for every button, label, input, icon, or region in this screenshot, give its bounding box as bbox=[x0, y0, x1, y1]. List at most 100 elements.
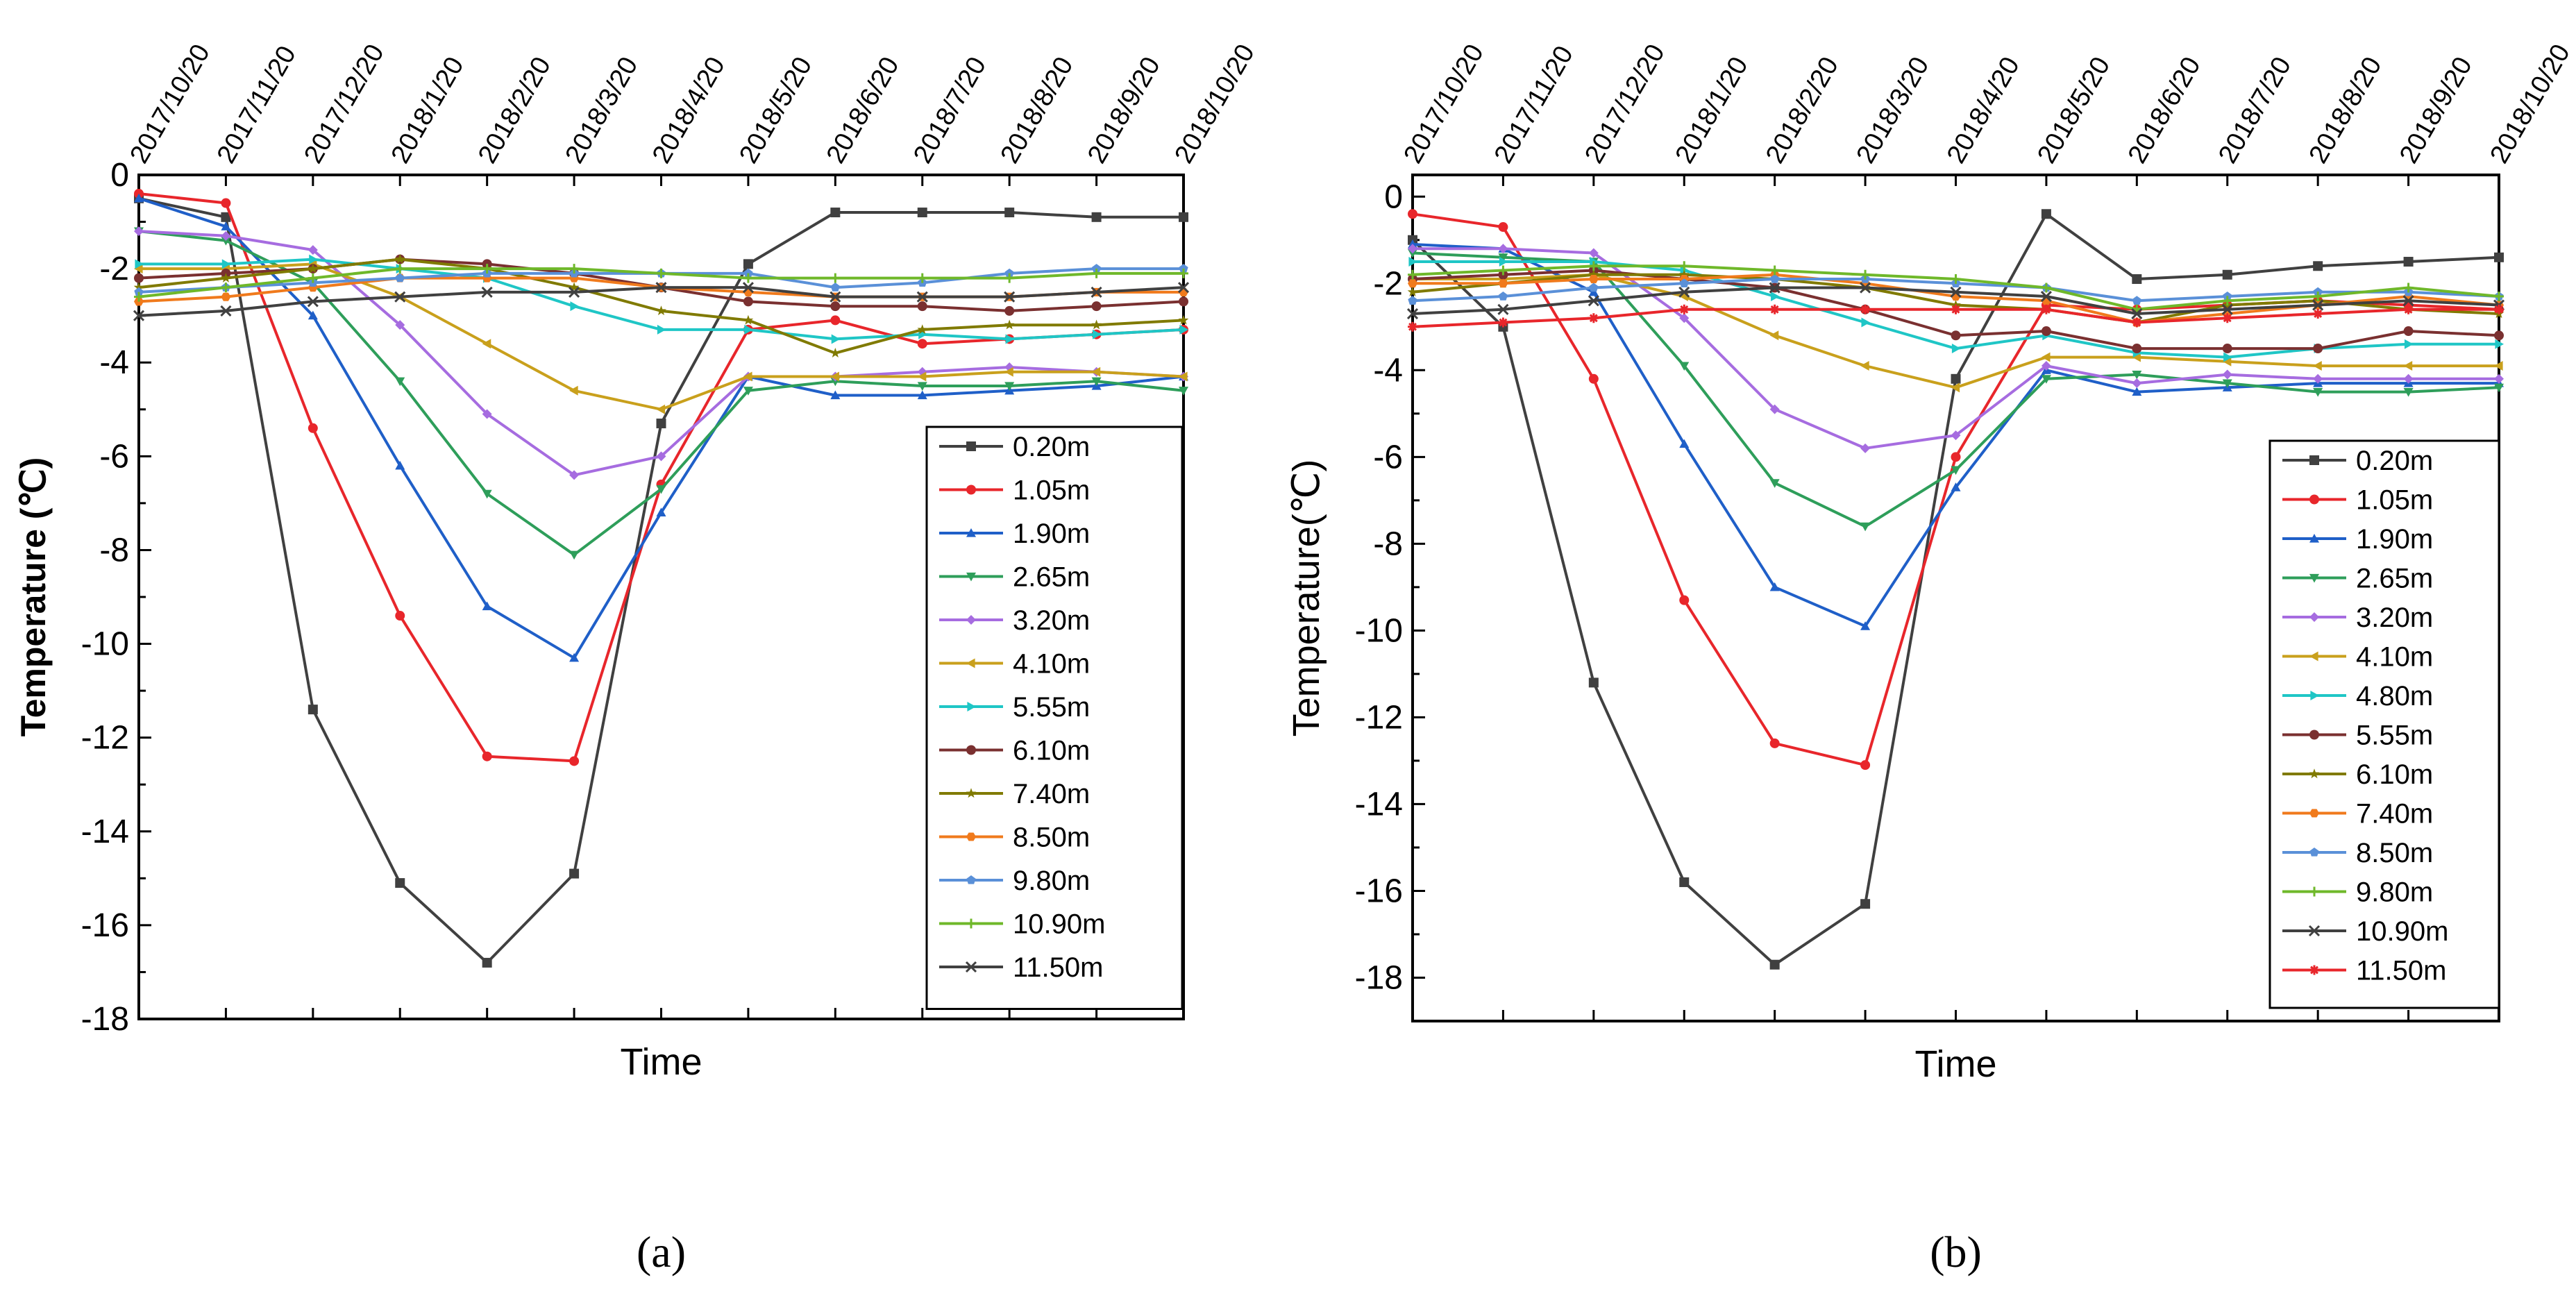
data-point bbox=[1004, 268, 1014, 278]
data-point bbox=[1860, 621, 1871, 630]
legend-entry-label: 6.10m bbox=[2356, 759, 2433, 790]
data-point bbox=[481, 286, 493, 298]
data-point bbox=[2494, 373, 2504, 384]
data-point bbox=[1498, 292, 1508, 301]
legend-entry-label: 10.90m bbox=[2356, 916, 2448, 947]
x-tick-label: 2018/9/20 bbox=[1082, 52, 1166, 168]
x-tick-label: 2018/1/20 bbox=[1670, 52, 1754, 168]
data-point bbox=[1679, 278, 1689, 287]
data-point bbox=[1499, 257, 1508, 267]
data-point bbox=[395, 273, 405, 283]
legend-entry-label: 11.50m bbox=[1013, 952, 1103, 983]
data-point bbox=[308, 273, 318, 283]
legend-entry-label: 3.20m bbox=[2356, 603, 2433, 633]
legend-swatch-marker bbox=[2309, 455, 2319, 465]
data-point bbox=[1588, 313, 1599, 323]
data-point bbox=[1004, 305, 1015, 316]
x-axis-title: Time bbox=[1915, 1043, 1997, 1085]
legend-swatch-marker bbox=[966, 918, 976, 929]
data-point bbox=[1588, 248, 1599, 258]
data-point bbox=[2403, 373, 2414, 384]
y-tick-label: -2 bbox=[99, 251, 129, 287]
data-point bbox=[1498, 253, 1508, 262]
panel-caption: (a) bbox=[637, 1227, 686, 1277]
legend-swatch-marker bbox=[965, 961, 977, 973]
data-point bbox=[134, 292, 144, 302]
data-point bbox=[2132, 378, 2142, 389]
data-point bbox=[2313, 373, 2323, 384]
data-point bbox=[1679, 313, 1690, 323]
data-point bbox=[221, 283, 231, 293]
legend-swatch-marker bbox=[2309, 573, 2319, 583]
data-point bbox=[134, 264, 143, 274]
data-point bbox=[2494, 252, 2504, 262]
legend-swatch-marker bbox=[966, 745, 976, 755]
data-point bbox=[2132, 370, 2142, 380]
data-point bbox=[1408, 296, 1417, 305]
data-point bbox=[482, 751, 492, 761]
data-point bbox=[134, 193, 144, 203]
x-tick-label: 2018/6/20 bbox=[821, 52, 905, 168]
data-point bbox=[1951, 482, 1961, 491]
data-point bbox=[395, 611, 405, 621]
data-point bbox=[830, 283, 840, 292]
x-tick-label: 2018/8/20 bbox=[2304, 52, 2388, 168]
y-tick-label: -8 bbox=[99, 532, 129, 568]
data-point bbox=[743, 314, 754, 325]
legend-swatch-marker bbox=[2308, 925, 2321, 937]
x-tick-label: 2017/11/20 bbox=[212, 41, 302, 168]
data-point bbox=[395, 460, 405, 470]
data-point bbox=[2494, 292, 2504, 302]
data-point bbox=[917, 324, 928, 335]
data-point bbox=[1498, 222, 1508, 233]
data-point bbox=[2222, 269, 2232, 280]
legend-entry-label: 0.20m bbox=[2356, 446, 2433, 476]
data-point bbox=[482, 957, 492, 968]
legend-entry-label: 0.20m bbox=[1013, 432, 1090, 462]
data-point bbox=[1408, 279, 1417, 288]
data-point bbox=[1406, 307, 1419, 320]
data-point bbox=[2041, 304, 2051, 314]
x-tick-label: 2018/9/20 bbox=[2394, 52, 2478, 168]
legend-entry-label: 8.50m bbox=[2356, 838, 2433, 868]
legend-swatch-marker bbox=[2309, 768, 2320, 779]
data-point bbox=[1408, 269, 1417, 280]
data-point bbox=[308, 705, 318, 715]
data-point bbox=[743, 387, 753, 396]
data-point bbox=[1588, 274, 1599, 284]
x-tick-label: 2018/3/20 bbox=[1851, 52, 1935, 168]
data-point bbox=[1860, 443, 1871, 453]
legend-entry-label: 6.10m bbox=[1013, 736, 1090, 766]
legend-swatch-marker bbox=[967, 702, 976, 711]
data-point bbox=[134, 273, 144, 283]
data-point bbox=[830, 315, 841, 326]
data-point bbox=[1771, 292, 1780, 302]
data-point bbox=[1179, 324, 1188, 335]
data-point bbox=[1004, 291, 1016, 303]
legend-swatch-marker bbox=[2309, 886, 2319, 897]
data-point bbox=[2040, 290, 2052, 303]
legend: 0.20m 1.05m 1.90m 2.65m 3.20m 4.10m 5.55m 6.10m… bbox=[925, 426, 1184, 1010]
legend-swatch-marker bbox=[2309, 965, 2319, 975]
data-point bbox=[2494, 330, 2504, 341]
x-tick-label: 2018/5/20 bbox=[2032, 52, 2116, 168]
data-point bbox=[1408, 209, 1417, 219]
data-point bbox=[395, 878, 405, 888]
data-point bbox=[656, 485, 666, 494]
x-tick-label: 2018/7/20 bbox=[2213, 52, 2297, 168]
x-tick-label: 2018/3/20 bbox=[560, 52, 644, 168]
data-point bbox=[2222, 313, 2232, 323]
y-tick-label: -6 bbox=[99, 438, 129, 475]
data-point bbox=[482, 339, 491, 349]
legend-swatch-marker bbox=[966, 832, 976, 841]
legend-swatch-marker bbox=[2309, 809, 2319, 818]
data-point bbox=[1092, 329, 1102, 339]
y-tick-label: -14 bbox=[81, 814, 129, 850]
data-point bbox=[1178, 314, 1189, 325]
y-tick-label: -8 bbox=[1373, 525, 1403, 562]
data-point bbox=[2495, 339, 2504, 349]
data-point bbox=[1004, 367, 1013, 377]
data-point bbox=[221, 259, 231, 269]
data-point bbox=[831, 334, 841, 344]
legend-entry-label: 3.20m bbox=[1013, 605, 1090, 636]
